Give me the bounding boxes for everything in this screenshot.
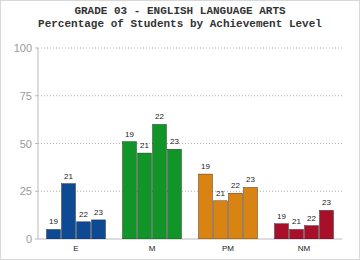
x-tick-label: NM bbox=[298, 244, 311, 253]
bar bbox=[199, 174, 213, 239]
series-label: 23 bbox=[322, 198, 331, 207]
bar bbox=[153, 124, 167, 239]
bar-labels: 19 21 22 23 19 21 22 23 19 21 22 23 19 21 22 23 bbox=[49, 112, 331, 226]
series-label: 23 bbox=[170, 137, 179, 146]
series-label: 23 bbox=[246, 175, 255, 184]
bar bbox=[123, 142, 137, 239]
series-label: 19 bbox=[277, 212, 286, 221]
grid-line bbox=[38, 48, 342, 49]
x-tick-label: M bbox=[149, 244, 156, 253]
y-axis bbox=[38, 48, 39, 239]
bar bbox=[320, 210, 334, 239]
bar bbox=[62, 184, 76, 239]
y-tick-label: 100 bbox=[14, 42, 32, 54]
title: GRADE 03 - ENGLISH LANGUAGE ARTS bbox=[74, 5, 286, 17]
bar bbox=[244, 187, 258, 239]
y-tick-label: 0 bbox=[26, 233, 32, 245]
x-tick-label: PM bbox=[222, 244, 234, 253]
bars bbox=[47, 124, 334, 239]
series-label: 19 bbox=[49, 217, 58, 226]
grid-line bbox=[38, 191, 342, 192]
y-tick-label: 25 bbox=[20, 185, 32, 197]
bar bbox=[305, 226, 319, 239]
bar bbox=[168, 149, 182, 239]
bar bbox=[229, 193, 243, 239]
series-label: 23 bbox=[94, 208, 103, 217]
y-tick-label: 50 bbox=[20, 138, 32, 150]
series-label: 21 bbox=[216, 189, 225, 198]
bar bbox=[290, 229, 304, 239]
series-label: 21 bbox=[292, 217, 301, 226]
background bbox=[1, 1, 360, 260]
series-label: 21 bbox=[140, 141, 149, 150]
grid-line bbox=[38, 95, 342, 96]
bar bbox=[92, 220, 106, 239]
series-label: 19 bbox=[201, 162, 210, 171]
series-label: 22 bbox=[231, 181, 240, 190]
series-label: 22 bbox=[79, 210, 88, 219]
y-tick-label: 75 bbox=[20, 90, 32, 102]
series-label: 19 bbox=[125, 130, 134, 139]
bar bbox=[214, 201, 228, 239]
series-label: 22 bbox=[155, 112, 164, 121]
bar bbox=[138, 153, 152, 239]
series-label: 22 bbox=[307, 214, 316, 223]
chart: GRADE 03 - ENGLISH LANGUAGE ARTSPercenta… bbox=[0, 0, 360, 260]
series-label: 21 bbox=[64, 172, 73, 181]
bar bbox=[77, 222, 91, 239]
grid-line bbox=[38, 143, 342, 144]
x-tick-label: E bbox=[73, 244, 78, 253]
bar bbox=[275, 224, 289, 239]
subtitle: Percentage of Students by Achievement Le… bbox=[38, 18, 322, 30]
bar bbox=[47, 229, 61, 239]
